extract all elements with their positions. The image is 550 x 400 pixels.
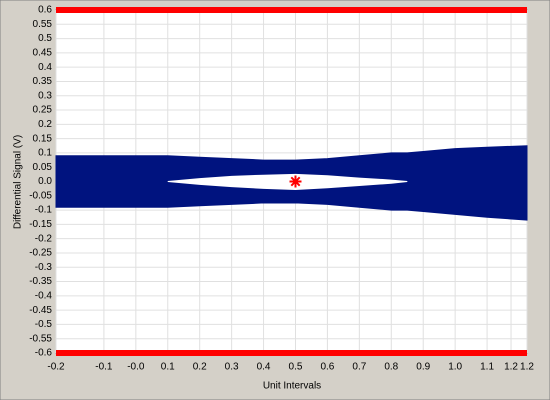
y-tick-label: 0.0 [38,176,52,187]
y-tick-label: -0.6 [35,348,53,359]
y-tick-label: 0.1 [38,148,52,159]
y-tick-label: 0.5 [38,33,52,44]
x-tick-label: 0.5 [289,362,303,373]
y-tick-label: -0.4 [35,290,53,301]
x-tick-label: 1.2 [504,362,518,373]
y-tick-label: 0.25 [33,105,53,116]
y-tick-label: 0.55 [33,19,53,30]
y-tick-label: 0.2 [38,119,52,130]
x-tick-label: 1.2 [520,362,534,373]
x-tick-label: -0.0 [127,362,145,373]
x-tick-label: -0.2 [47,362,65,373]
y-tick-label: 0.35 [33,76,53,87]
y-tick-label: -0.3 [35,262,53,273]
eye-opening [167,173,408,191]
x-tick-label: 1.1 [480,362,494,373]
y-tick-label: 0.3 [38,90,52,101]
x-tick-label: 0.3 [225,362,239,373]
y-tick-label: 0.45 [33,48,53,59]
y-tick-label: -0.55 [29,333,52,344]
y-tick-label: 0.6 [38,5,52,16]
y-tick-label: -0.15 [29,219,52,230]
x-tick-label: 0.7 [352,362,366,373]
y-tick-label: 0.05 [33,162,53,173]
x-tick-label: 0.6 [320,362,334,373]
y-tick-label: -0.1 [35,205,53,216]
y-tick-label: -0.5 [35,319,53,330]
y-tick-label: 0.15 [33,133,53,144]
x-tick-label: 0.8 [384,362,398,373]
x-tick-label: 1.0 [448,362,462,373]
y-tick-label: 0.4 [38,62,52,73]
x-tick-label: -0.1 [95,362,113,373]
eye-center-marker [289,175,302,188]
y-tick-label: -0.25 [29,248,52,259]
y-axis-title: Differential Signal (V) [13,135,24,229]
y-tick-label: -0.35 [29,276,52,287]
y-tick-label: -0.05 [29,190,52,201]
x-tick-label: 0.2 [193,362,207,373]
y-tick-label: -0.2 [35,233,53,244]
x-tick-label: 0.1 [161,362,175,373]
x-tick-label: 0.9 [416,362,430,373]
x-axis-title: Unit Intervals [263,381,321,392]
y-tick-label: -0.45 [29,305,52,316]
x-tick-label: 0.4 [257,362,271,373]
